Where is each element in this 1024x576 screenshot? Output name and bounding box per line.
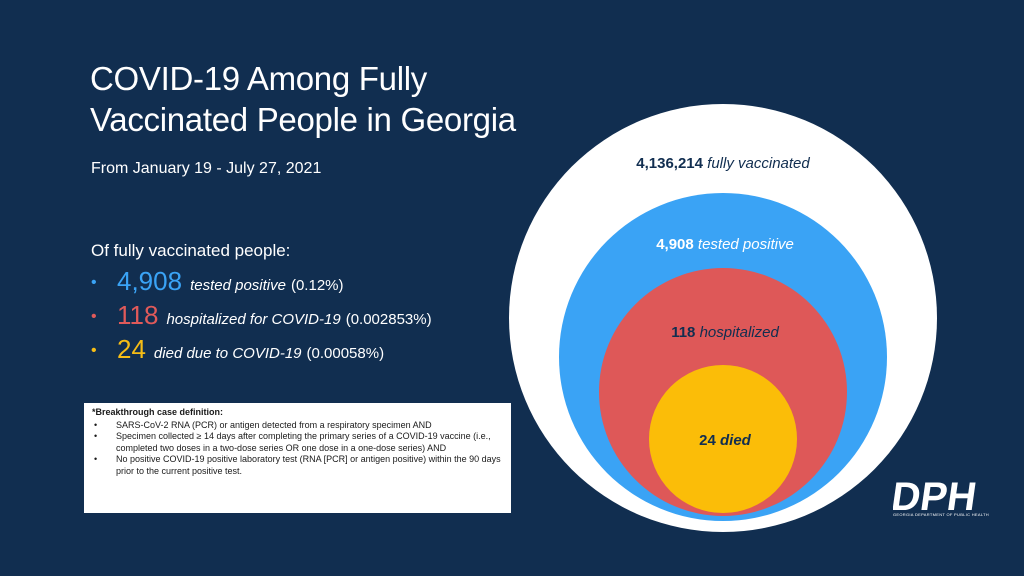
label-text: died bbox=[720, 432, 752, 449]
bullet-icon: • bbox=[91, 274, 97, 291]
stats-list: • 4,908 tested positive (0.12%) • 118 ho… bbox=[91, 266, 432, 368]
stat-description: hospitalized for COVID-19 bbox=[166, 311, 341, 328]
circle-tested-positive bbox=[559, 193, 887, 521]
bullet-icon: • bbox=[91, 342, 97, 359]
date-range: From January 19 - July 27, 2021 bbox=[91, 160, 322, 177]
definition-list: • SARS-CoV-2 RNA (PCR) or antigen detect… bbox=[92, 420, 503, 478]
dph-logo-icon: DPH bbox=[893, 474, 979, 519]
stat-tested-positive: • 4,908 tested positive (0.12%) bbox=[91, 266, 432, 300]
label-text: tested positive bbox=[698, 236, 794, 253]
title-line-1: COVID-19 Among Fully bbox=[90, 60, 427, 97]
stat-number: 24 bbox=[117, 334, 146, 364]
stat-percent: (0.12%) bbox=[290, 277, 344, 294]
bullet-icon: • bbox=[94, 419, 98, 430]
stat-percent: (0.00058%) bbox=[306, 345, 385, 362]
label-text: hospitalized bbox=[700, 324, 780, 341]
label-fully-vaccinated: 4,136,214 fully vaccinated bbox=[636, 155, 810, 172]
stat-description: tested positive bbox=[190, 277, 286, 294]
definition-text: SARS-CoV-2 RNA (PCR) or antigen detected… bbox=[116, 419, 432, 430]
page-title: COVID-19 Among Fully Vaccinated People i… bbox=[90, 58, 530, 140]
label-text: fully vaccinated bbox=[707, 155, 810, 172]
definition-text: No positive COVID-19 positive laboratory… bbox=[116, 454, 501, 476]
circle-died bbox=[649, 365, 797, 513]
stat-died: • 24 died due to COVID-19 (0.00058%) bbox=[91, 334, 432, 368]
logo-text: DPH bbox=[893, 474, 979, 519]
label-died: 24 died bbox=[699, 432, 752, 449]
label-number: 24 bbox=[699, 432, 716, 449]
stat-number: 4,908 bbox=[117, 266, 183, 296]
bullet-icon: • bbox=[94, 454, 98, 465]
bullet-icon: • bbox=[91, 308, 97, 325]
stats-heading: Of fully vaccinated people: bbox=[91, 241, 291, 260]
label-tested-positive: 4,908 tested positive bbox=[656, 236, 794, 253]
label-hospitalized: 118 hospitalized bbox=[671, 324, 779, 341]
definition-text: Specimen collected ≥ 14 days after compl… bbox=[116, 431, 491, 453]
title-line-2: Vaccinated People in Georgia bbox=[90, 101, 516, 138]
definition-title: *Breakthrough case definition: bbox=[92, 407, 224, 417]
label-number: 4,136,214 bbox=[636, 155, 703, 172]
circle-fully-vaccinated bbox=[509, 104, 937, 532]
definition-box: *Breakthrough case definition: • SARS-Co… bbox=[84, 403, 511, 513]
bullet-icon: • bbox=[94, 431, 98, 442]
logo-subtext: GEORGIA DEPARTMENT OF PUBLIC HEALTH bbox=[893, 512, 989, 517]
definition-item: • SARS-CoV-2 RNA (PCR) or antigen detect… bbox=[92, 420, 503, 432]
label-number: 4,908 bbox=[656, 236, 694, 253]
definition-item: • No positive COVID-19 positive laborato… bbox=[92, 454, 503, 477]
stat-number: 118 bbox=[117, 300, 159, 330]
label-number: 118 bbox=[671, 324, 695, 341]
definition-item: • Specimen collected ≥ 14 days after com… bbox=[92, 431, 503, 454]
stat-hospitalized: • 118 hospitalized for COVID-19 (0.00285… bbox=[91, 300, 432, 334]
stat-percent: (0.002853%) bbox=[345, 311, 432, 328]
stat-description: died due to COVID-19 bbox=[153, 345, 302, 362]
circle-hospitalized bbox=[599, 268, 847, 516]
